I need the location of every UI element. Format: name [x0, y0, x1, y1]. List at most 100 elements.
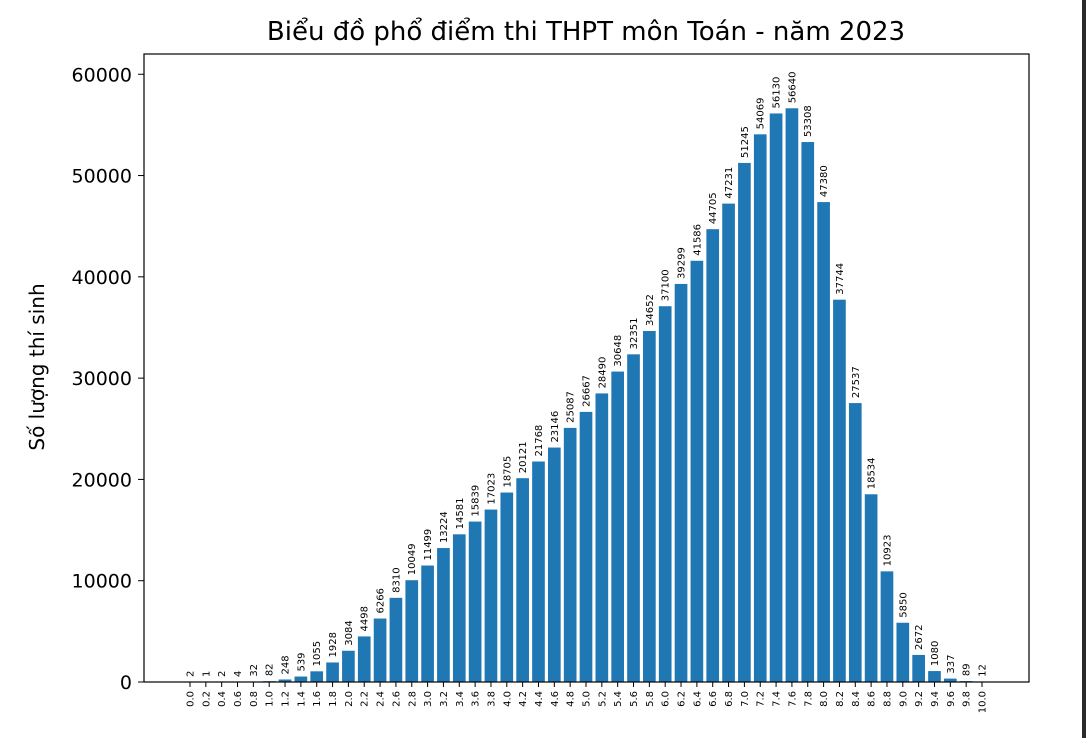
bar	[294, 676, 308, 682]
x-tick-label: 2.4	[376, 691, 387, 707]
window-edge	[1082, 0, 1086, 738]
bar	[785, 108, 799, 682]
x-tick-label: 5.2	[597, 691, 608, 707]
data-label: 23146	[550, 411, 561, 443]
data-label: 18705	[502, 456, 513, 488]
x-tick-label: 2.8	[407, 691, 418, 707]
bar	[326, 662, 339, 682]
data-label: 12	[978, 664, 989, 677]
x-tick-label: 4.4	[534, 691, 545, 707]
data-label: 37100	[661, 269, 672, 301]
data-label: 37744	[835, 263, 846, 295]
x-tick-label: 3.2	[439, 691, 450, 707]
bar	[658, 306, 672, 682]
data-label: 28490	[597, 357, 608, 389]
x-tick-label: 1.6	[312, 691, 323, 707]
plot-frame	[143, 53, 1030, 683]
x-tick-label: 0.4	[217, 691, 228, 707]
x-tick-label: 0.6	[233, 691, 244, 707]
data-label: 30648	[613, 335, 624, 367]
data-label: 18534	[867, 457, 878, 489]
data-label: 1055	[312, 641, 323, 666]
data-label: 53308	[803, 105, 814, 137]
data-label: 17023	[486, 473, 497, 505]
bar	[500, 492, 514, 682]
x-tick-label: 7.2	[756, 691, 767, 707]
bar	[864, 494, 878, 682]
bar	[943, 678, 957, 682]
y-tick-label: 0	[120, 672, 132, 694]
x-tick-label: 8.8	[882, 691, 893, 707]
data-label: 10049	[407, 543, 418, 575]
data-label: 6266	[376, 588, 387, 613]
data-label: 56640	[787, 71, 798, 103]
data-label: 10923	[882, 535, 893, 567]
y-tick-label: 10000	[72, 571, 132, 593]
data-label: 82	[265, 663, 276, 676]
bar	[928, 671, 941, 682]
bar	[516, 478, 529, 682]
bar	[389, 597, 403, 682]
data-label: 8310	[391, 567, 402, 592]
data-label: 2	[186, 671, 197, 677]
bar	[896, 622, 910, 682]
bar	[342, 650, 355, 682]
x-tick-label: 0.2	[201, 691, 212, 707]
data-label: 337	[946, 654, 957, 673]
bar	[452, 534, 466, 682]
x-tick-label: 2.6	[391, 691, 402, 707]
x-tick-label: 8.0	[819, 691, 830, 707]
y-tick-label: 30000	[72, 368, 132, 390]
x-tick-label: 3.0	[423, 691, 434, 707]
bar	[627, 354, 640, 682]
x-tick-label: 6.0	[661, 691, 672, 707]
x-tick-label: 4.8	[566, 691, 577, 707]
bar	[437, 548, 450, 682]
bar	[547, 447, 561, 682]
data-label: 25087	[566, 391, 577, 423]
data-label: 54069	[756, 98, 767, 130]
x-tick-label: 10.0	[978, 691, 989, 713]
data-label: 11499	[423, 529, 434, 561]
x-tick-label: 3.8	[486, 691, 497, 707]
x-tick-label: 4.2	[518, 691, 529, 707]
x-tick-label: 2.0	[344, 691, 355, 707]
x-tick-label: 1.4	[296, 691, 307, 707]
data-labels: 2 1 2 4 32 82 248 539 1055 1928 308444986266831010…	[186, 71, 989, 677]
bar	[674, 283, 688, 682]
bar	[278, 679, 292, 682]
data-label: 89	[962, 663, 973, 676]
bar	[753, 134, 767, 682]
x-tick-label: 5.4	[613, 691, 624, 707]
bar	[563, 427, 577, 682]
y-tick-label: 20000	[72, 469, 132, 491]
bar	[579, 411, 593, 682]
data-label: 26667	[582, 375, 593, 407]
x-tick-label: 2.2	[360, 691, 371, 707]
bar	[706, 229, 720, 682]
bar	[357, 636, 371, 682]
data-label: 14581	[455, 497, 466, 529]
data-label: 34652	[645, 294, 656, 326]
data-label: 32	[249, 664, 260, 677]
data-label: 21768	[534, 425, 545, 457]
x-tick-label: 9.0	[898, 691, 909, 707]
data-label: 2672	[914, 624, 925, 649]
bar	[468, 521, 482, 682]
x-tick-label: 4.6	[550, 691, 561, 707]
y-tick-label: 60000	[72, 64, 132, 86]
x-tick-label: 5.0	[582, 691, 593, 707]
data-label: 539	[296, 652, 307, 671]
x-tick-label: 7.4	[772, 691, 783, 707]
bar	[421, 565, 434, 682]
x-tick-label: 0.8	[249, 691, 260, 707]
data-label: 1	[201, 671, 212, 677]
x-tick-label: 6.8	[724, 691, 735, 707]
x-tick-label: 4.0	[502, 691, 513, 707]
x-tick-label: 6.6	[708, 691, 719, 707]
data-label: 1080	[930, 641, 941, 666]
x-tick-label: 9.2	[914, 691, 925, 707]
x-tick-label: 6.4	[692, 691, 703, 707]
x-tick-label: 8.2	[835, 691, 846, 707]
